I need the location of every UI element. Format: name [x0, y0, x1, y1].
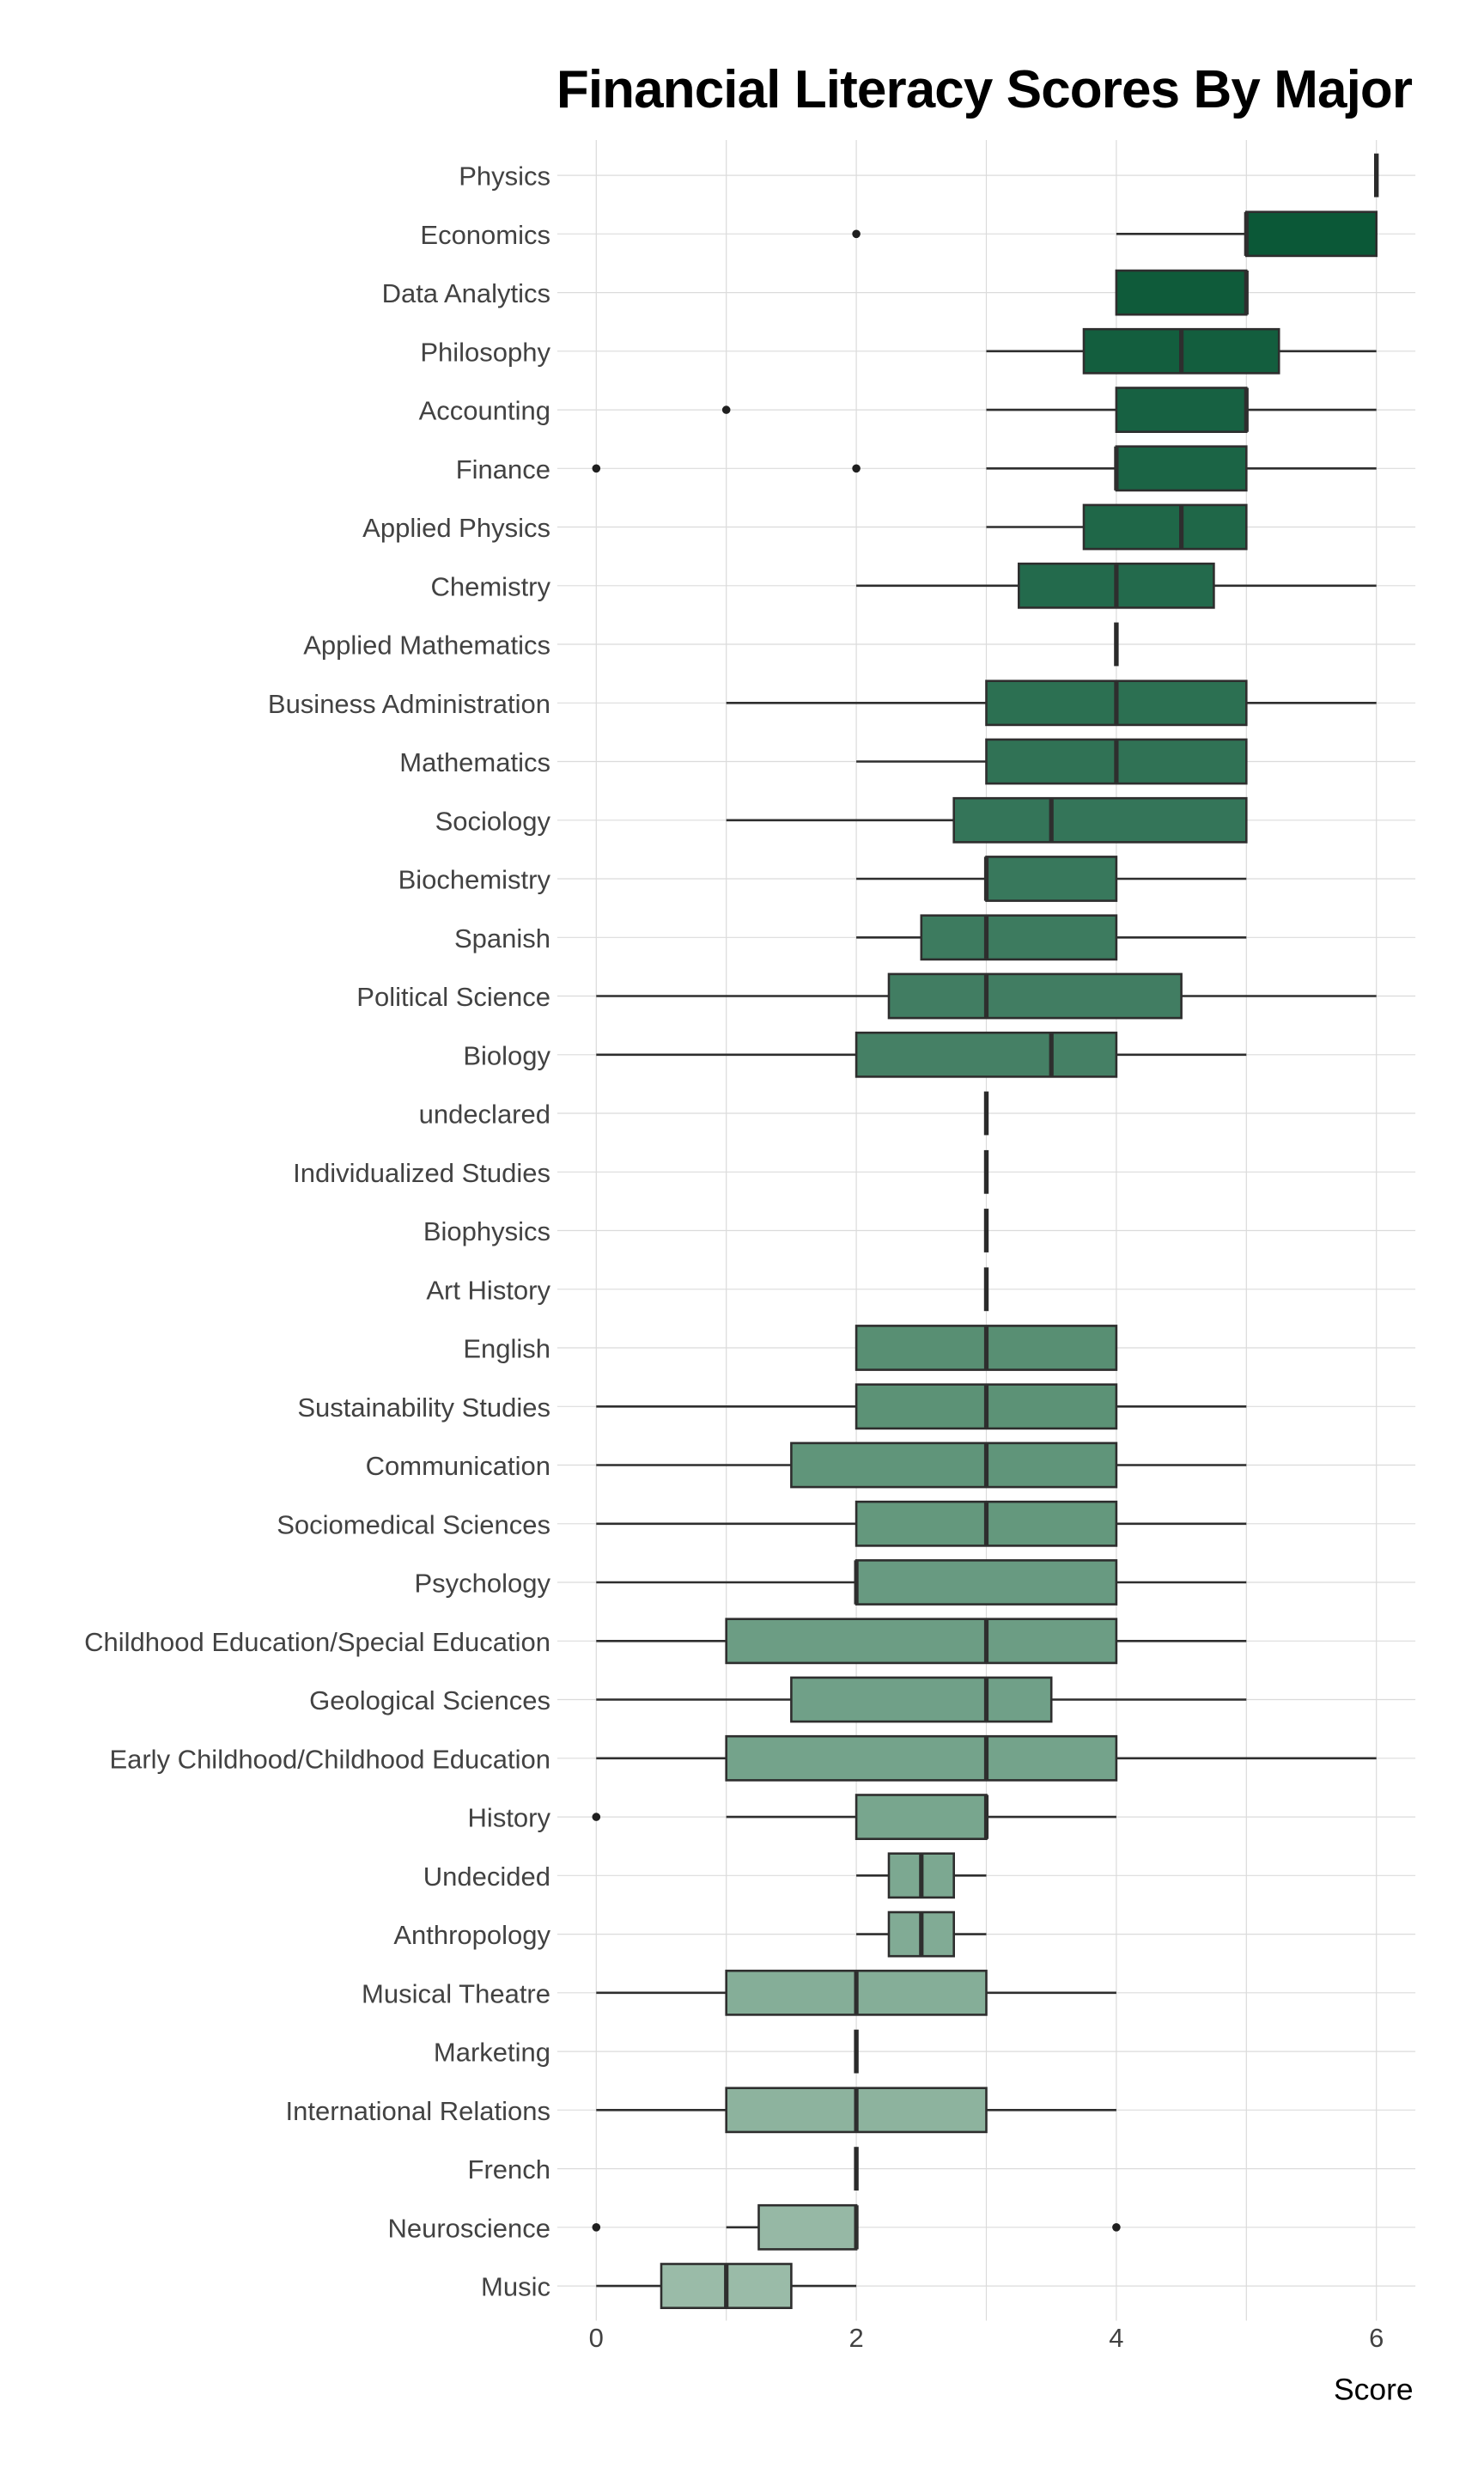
svg-text:History: History: [468, 1803, 551, 1833]
svg-text:Marketing: Marketing: [434, 2038, 550, 2068]
svg-text:International Relations: International Relations: [286, 2096, 550, 2126]
svg-text:Geological Sciences: Geological Sciences: [309, 1685, 550, 1715]
svg-text:Philosophy: Philosophy: [420, 337, 550, 367]
svg-text:Political Science: Political Science: [356, 982, 550, 1012]
svg-text:Accounting: Accounting: [419, 396, 550, 426]
svg-text:undeclared: undeclared: [419, 1100, 550, 1130]
svg-text:0: 0: [589, 2323, 604, 2353]
svg-text:Data Analytics: Data Analytics: [382, 278, 550, 308]
svg-text:Musical Theatre: Musical Theatre: [362, 1978, 550, 2008]
svg-text:4: 4: [1109, 2323, 1123, 2353]
svg-text:Sociomedical Sciences: Sociomedical Sciences: [277, 1509, 550, 1539]
svg-text:Neuroscience: Neuroscience: [387, 2213, 550, 2243]
svg-text:Business Administration: Business Administration: [268, 689, 550, 719]
svg-text:Economics: Economics: [420, 220, 550, 250]
svg-text:Communication: Communication: [366, 1451, 550, 1481]
svg-text:Mathematics: Mathematics: [399, 747, 550, 777]
svg-text:Psychology: Psychology: [414, 1569, 550, 1599]
svg-text:Early Childhood/Childhood Educ: Early Childhood/Childhood Education: [109, 1744, 550, 1774]
svg-text:Chemistry: Chemistry: [430, 571, 550, 601]
svg-text:Childhood Education/Special Ed: Childhood Education/Special Education: [84, 1627, 550, 1657]
svg-text:Sociology: Sociology: [435, 806, 551, 836]
svg-text:Applied Physics: Applied Physics: [362, 513, 550, 543]
svg-text:Financial Literacy Scores By M: Financial Literacy Scores By Major: [556, 60, 1413, 119]
svg-text:Art History: Art History: [426, 1275, 550, 1305]
svg-text:Spanish: Spanish: [454, 923, 550, 954]
svg-text:Anthropology: Anthropology: [393, 1920, 550, 1950]
svg-text:Music: Music: [481, 2272, 550, 2302]
svg-text:Individualized Studies: Individualized Studies: [293, 1158, 550, 1188]
svg-text:Sustainability Studies: Sustainability Studies: [297, 1392, 550, 1423]
svg-text:French: French: [468, 2154, 550, 2185]
svg-text:Undecided: Undecided: [423, 1862, 550, 1892]
svg-text:Biochemistry: Biochemistry: [398, 865, 551, 895]
svg-text:Score: Score: [1334, 2373, 1414, 2407]
svg-text:Finance: Finance: [456, 454, 550, 484]
svg-text:Physics: Physics: [459, 161, 550, 192]
svg-text:Applied Mathematics: Applied Mathematics: [303, 631, 550, 661]
svg-text:Biology: Biology: [463, 1040, 550, 1070]
svg-text:Biophysics: Biophysics: [423, 1216, 550, 1246]
svg-text:English: English: [463, 1334, 550, 1364]
svg-text:6: 6: [1369, 2323, 1384, 2353]
svg-text:2: 2: [848, 2323, 863, 2353]
